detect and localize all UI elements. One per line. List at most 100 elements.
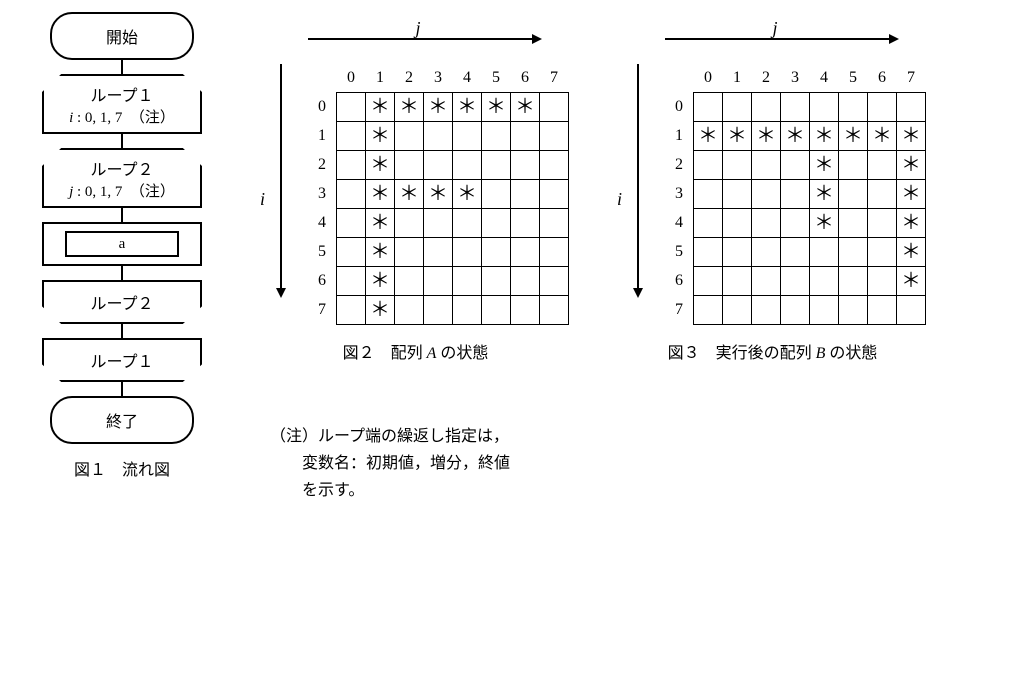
grid-cell <box>540 93 569 122</box>
loop2-spec: j : 0, 1, 7 （注） <box>69 180 175 201</box>
i-axis-arrow <box>280 64 282 296</box>
row-header: 4 <box>665 209 694 238</box>
grid-cell <box>839 238 868 267</box>
grid-cell <box>337 151 366 180</box>
j-axis-label: j <box>773 18 778 39</box>
grid-cell <box>752 267 781 296</box>
col-header: 7 <box>897 64 926 93</box>
grid-cell <box>810 296 839 325</box>
grid-cell: ＊ <box>366 151 395 180</box>
grid-cell: ＊ <box>424 180 453 209</box>
grid-cell <box>540 180 569 209</box>
loop1-end: ループ１ <box>42 338 202 382</box>
col-header: 3 <box>424 64 453 93</box>
grid-cell <box>424 151 453 180</box>
col-header: 0 <box>694 64 723 93</box>
grid-cell <box>482 238 511 267</box>
grid-cell <box>810 267 839 296</box>
grid-cell <box>337 180 366 209</box>
grid-cell: ＊ <box>868 122 897 151</box>
grid-cell: ＊ <box>366 93 395 122</box>
i-axis-label: i <box>617 189 622 210</box>
grid-cell: ＊ <box>395 180 424 209</box>
grid-cell <box>839 209 868 238</box>
grid-cell <box>540 238 569 267</box>
connector <box>121 60 123 74</box>
grid-cell <box>424 122 453 151</box>
col-header: 1 <box>723 64 752 93</box>
col-header: 6 <box>511 64 540 93</box>
grids-row: j i 012345670＊＊＊＊＊＊1＊2＊3＊＊＊＊4＊5＊6＊7＊ 図２ … <box>262 22 1012 363</box>
grid-cell <box>511 296 540 325</box>
row-header: 7 <box>665 296 694 325</box>
grid-cell <box>482 209 511 238</box>
grid-cell <box>540 267 569 296</box>
grid-cell <box>897 296 926 325</box>
row-header: 3 <box>308 180 337 209</box>
col-header: 7 <box>540 64 569 93</box>
grid-cell <box>453 122 482 151</box>
grid-cell <box>337 209 366 238</box>
j-axis-label: j <box>416 18 421 39</box>
loop1-end-label: ループ１ <box>90 348 153 372</box>
grid-cell <box>694 151 723 180</box>
grid-cell: ＊ <box>897 180 926 209</box>
grid-b-caption: 図３ 実行後の配列 B の状態 <box>668 339 878 363</box>
note-line3: を示す。 <box>270 477 1012 504</box>
col-header: 5 <box>482 64 511 93</box>
grid-cell <box>723 267 752 296</box>
grid-cell <box>395 151 424 180</box>
grid-cell <box>453 209 482 238</box>
loop1-name: ループ１ <box>90 82 153 106</box>
end-label: 終了 <box>106 408 138 432</box>
grid-cell <box>511 209 540 238</box>
grid-cell <box>723 93 752 122</box>
grid-cell <box>781 238 810 267</box>
grid-cell <box>337 238 366 267</box>
grid-cell <box>810 238 839 267</box>
note: （注）ループ端の繰返し指定は， 変数名：初期値，増分，終値 を示す。 <box>262 423 1012 505</box>
grid-cell <box>540 209 569 238</box>
grid-cell <box>482 122 511 151</box>
grid-cell: ＊ <box>453 180 482 209</box>
grid-cell <box>839 267 868 296</box>
grid-cell <box>839 151 868 180</box>
grid-cell <box>395 296 424 325</box>
grid-cell <box>868 209 897 238</box>
grid-cell <box>868 151 897 180</box>
grid-cell <box>781 180 810 209</box>
grid-cell <box>752 180 781 209</box>
process-a: a <box>42 222 202 266</box>
grid-cell: ＊ <box>482 93 511 122</box>
grid-cell <box>868 267 897 296</box>
terminal-start: 開始 <box>50 12 194 60</box>
loop1-spec: i : 0, 1, 7 （注） <box>69 106 175 127</box>
col-header: 0 <box>337 64 366 93</box>
row-header: 5 <box>308 238 337 267</box>
grid-cell <box>511 180 540 209</box>
grid-cell <box>424 238 453 267</box>
grid-cell: ＊ <box>424 93 453 122</box>
grid-cell <box>781 151 810 180</box>
grid-cell <box>511 151 540 180</box>
row-header: 6 <box>308 267 337 296</box>
loop2-end-label: ループ２ <box>90 290 153 314</box>
page: 開始 ループ１ i : 0, 1, 7 （注） ループ２ j : 0, 1, 7… <box>12 12 1012 505</box>
grid-cell: ＊ <box>366 180 395 209</box>
grid-cell <box>723 238 752 267</box>
col-header: 4 <box>453 64 482 93</box>
grid-cell <box>424 209 453 238</box>
note-line2: 変数名：初期値，増分，終値 <box>270 450 1012 477</box>
grid-cell: ＊ <box>897 267 926 296</box>
connector <box>121 324 123 338</box>
process-a-label: a <box>119 236 126 253</box>
grid-cell <box>723 151 752 180</box>
grid-b-block: j i 0123456701＊＊＊＊＊＊＊＊2＊＊3＊＊4＊＊5＊6＊7 図３ … <box>619 22 926 363</box>
grid-cell <box>511 238 540 267</box>
grid-cell <box>781 209 810 238</box>
grid-cell: ＊ <box>366 122 395 151</box>
grid-cell <box>395 238 424 267</box>
grid-cell: ＊ <box>897 151 926 180</box>
note-line1: （注）ループ端の繰返し指定は， <box>270 423 1012 450</box>
grid-cell <box>337 267 366 296</box>
